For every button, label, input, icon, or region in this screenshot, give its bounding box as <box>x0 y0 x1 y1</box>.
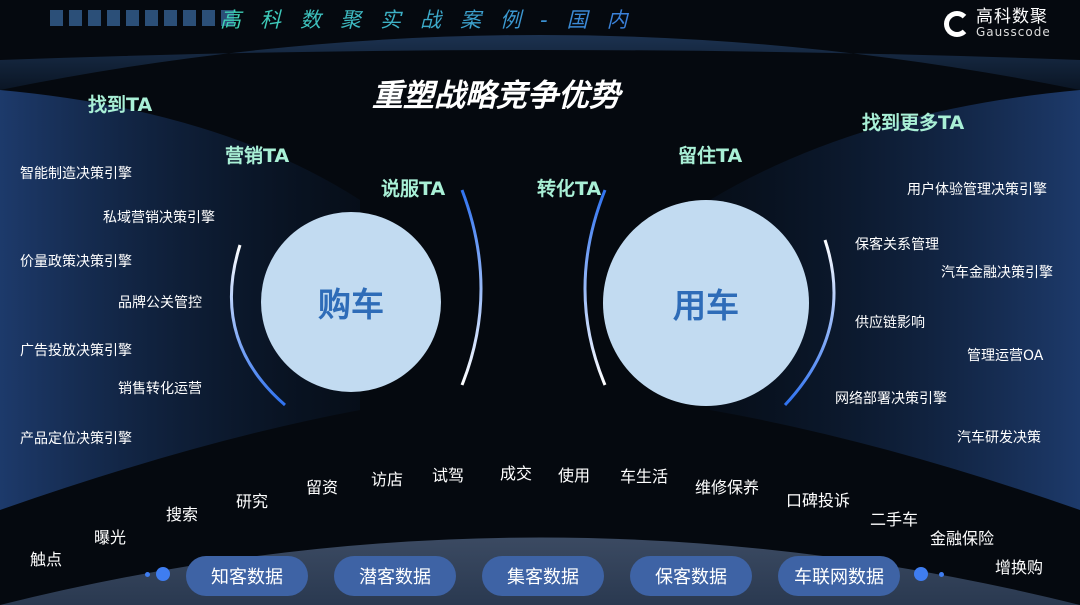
dot-decoration <box>145 572 150 577</box>
data-button-baoke[interactable]: 保客数据 <box>630 556 752 596</box>
journey-stage: 二手车 <box>870 510 919 529</box>
journey-stage: 口碑投诉 <box>786 491 851 510</box>
logo: 高科数聚 Gausscode <box>944 8 1051 39</box>
journey-stage: 使用 <box>558 466 591 485</box>
left-engine: 销售转化运营 <box>118 381 202 397</box>
data-button-qianke[interactable]: 潜客数据 <box>334 556 456 596</box>
ta-market: 营销TA <box>225 145 290 167</box>
journey-stage: 金融保险 <box>930 529 995 548</box>
journey-stage: 车生活 <box>620 467 669 486</box>
header-title: 高科数聚实战案例-国内 <box>220 4 647 34</box>
right-engine: 保客关系管理 <box>855 237 939 253</box>
logo-icon <box>944 10 970 37</box>
ta-find: 找到TA <box>88 94 153 116</box>
circle-use-car: 用车 <box>603 200 809 406</box>
journey-stage: 维修保养 <box>695 478 760 497</box>
dot-decoration <box>939 572 944 577</box>
journey-stage: 增换购 <box>995 558 1044 577</box>
left-engine: 价量政策决策引擎 <box>20 254 132 270</box>
ta-convert: 转化TA <box>537 178 602 200</box>
ta-find-more: 找到更多TA <box>862 112 965 134</box>
header-decoration-bars <box>50 10 234 26</box>
arrow-left-down <box>229 244 286 407</box>
right-engine: 管理运营OA <box>967 348 1044 364</box>
arrow-left-up <box>460 189 483 386</box>
dot-decoration <box>156 567 170 581</box>
left-engine: 产品定位决策引擎 <box>20 431 132 447</box>
data-button-zhike[interactable]: 知客数据 <box>186 556 308 596</box>
journey-stage: 试驾 <box>432 466 465 485</box>
arrow-right-down <box>783 239 836 407</box>
ta-persuade: 说服TA <box>381 178 446 200</box>
left-engine: 品牌公关管控 <box>118 295 202 311</box>
data-button-jike[interactable]: 集客数据 <box>482 556 604 596</box>
journey-stage: 访店 <box>371 470 404 489</box>
arrow-right-up <box>583 189 607 386</box>
ta-retain: 留住TA <box>678 145 743 167</box>
journey-stage: 搜索 <box>166 505 199 524</box>
journey-stage: 触点 <box>30 550 63 569</box>
journey-stage: 留资 <box>306 478 339 497</box>
circle-buy-car: 购车 <box>261 212 441 392</box>
right-engine: 用户体验管理决策引擎 <box>907 182 1047 198</box>
left-engine: 广告投放决策引擎 <box>20 343 132 359</box>
right-engine: 供应链影响 <box>855 315 925 331</box>
journey-stage: 曝光 <box>94 528 127 547</box>
data-button-iov[interactable]: 车联网数据 <box>778 556 900 596</box>
logo-cn: 高科数聚 <box>976 7 1048 27</box>
left-engine: 私域营销决策引擎 <box>103 210 215 226</box>
right-engine: 汽车金融决策引擎 <box>941 265 1053 281</box>
main-title: 重塑战略竞争优势 <box>372 78 620 114</box>
dot-decoration <box>914 567 928 581</box>
journey-stage: 研究 <box>236 492 269 511</box>
right-engine: 汽车研发决策 <box>957 430 1041 446</box>
right-engine: 网络部署决策引擎 <box>835 391 947 407</box>
logo-en: Gausscode <box>976 25 1051 39</box>
left-engine: 智能制造决策引擎 <box>20 166 132 182</box>
journey-stage: 成交 <box>500 464 533 483</box>
